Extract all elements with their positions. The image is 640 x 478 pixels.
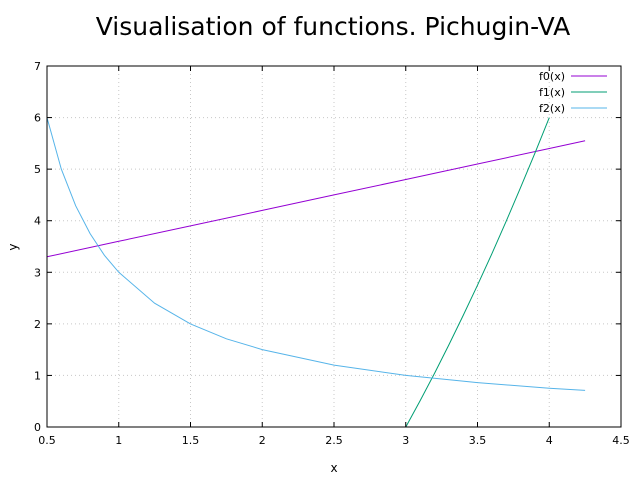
x-tick-label: 3.5 (469, 434, 487, 447)
axis-ticks: 0.5 1 1.5 2 2.5 3 3.5 4 4.5 0 1 2 3 4 5 6 7 (34, 60, 630, 447)
y-tick-label: 6 (34, 112, 41, 125)
grid (47, 66, 621, 427)
x-axis-label: x (330, 461, 337, 475)
x-tick-label: 3 (402, 434, 409, 447)
x-tick-label: 2 (259, 434, 266, 447)
x-tick-label: 1 (115, 434, 122, 447)
x-tick-label: 0.5 (38, 434, 56, 447)
x-tick-label: 4.5 (612, 434, 630, 447)
y-tick-label: 0 (34, 421, 41, 434)
x-tick-label: 2.5 (325, 434, 343, 447)
y-tick-label: 4 (34, 215, 41, 228)
y-axis-label: y (6, 243, 20, 250)
x-tick-label: 4 (546, 434, 553, 447)
y-tick-label: 2 (34, 318, 41, 331)
y-tick-label: 5 (34, 163, 41, 176)
x-tick-label: 1.5 (182, 434, 200, 447)
series-line-f2x (46, 117, 586, 391)
legend-label: f2(x) (539, 102, 565, 115)
chart-title: Visualisation of functions. Pichugin-VA (96, 12, 571, 41)
y-tick-label: 3 (34, 266, 41, 279)
plot-series (46, 117, 586, 428)
y-tick-label: 1 (34, 369, 41, 382)
y-tick-label: 7 (34, 60, 41, 73)
series-line-f0x (46, 140, 586, 258)
legend: f0(x) f1(x) f2(x) (539, 70, 607, 115)
legend-label: f0(x) (539, 70, 565, 83)
series-line-f1x (405, 117, 550, 428)
legend-label: f1(x) (539, 86, 565, 99)
